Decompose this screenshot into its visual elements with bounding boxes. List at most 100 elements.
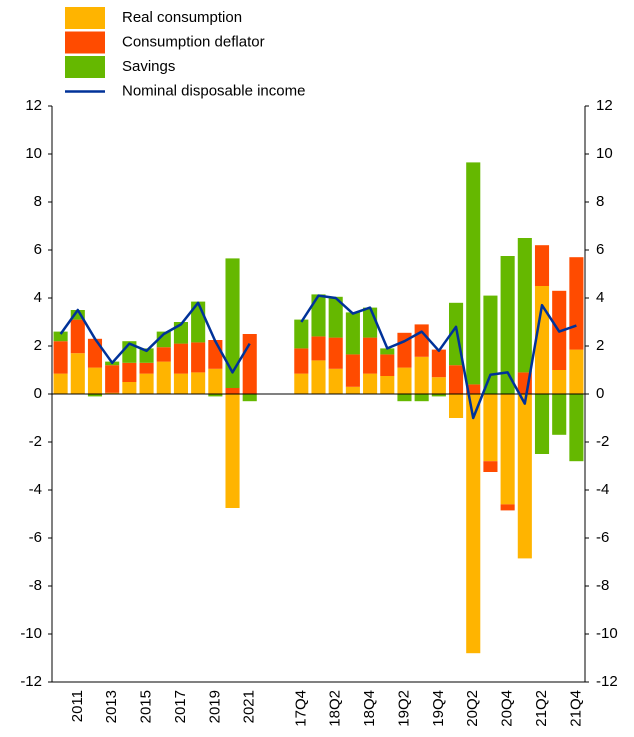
y2-tick-label: 10 — [596, 145, 613, 162]
y2-tick-label: -6 — [596, 529, 609, 546]
bar — [311, 336, 326, 361]
bar — [517, 238, 532, 373]
bar — [208, 368, 223, 394]
bar — [345, 312, 360, 355]
bar — [500, 504, 515, 511]
legend-swatch — [65, 56, 105, 78]
bar — [311, 360, 326, 394]
y2-tick-label: -8 — [596, 577, 609, 594]
bar — [431, 377, 446, 394]
y-tick-label: 10 — [25, 145, 42, 162]
bar — [294, 319, 309, 349]
bar — [466, 162, 481, 385]
bar — [466, 394, 481, 654]
bar — [294, 348, 309, 374]
bar — [500, 256, 515, 394]
x-tick-label: 2015 — [138, 690, 155, 723]
bar — [53, 331, 68, 342]
bar — [517, 394, 532, 559]
bar — [397, 367, 412, 394]
y-tick-label: 12 — [25, 97, 42, 114]
y2-tick-label: 6 — [596, 241, 604, 258]
bar — [242, 394, 257, 402]
bar — [466, 384, 481, 394]
bar — [87, 394, 103, 397]
x-tick-label: 2013 — [103, 690, 120, 723]
bar — [156, 331, 171, 348]
bar — [328, 296, 343, 338]
bar — [345, 354, 360, 387]
legend-label: Nominal disposable income — [122, 82, 305, 99]
x-tick-label: 20Q4 — [499, 690, 516, 727]
bar — [87, 367, 103, 394]
bar — [208, 340, 223, 369]
legend-swatch — [65, 31, 105, 54]
legend-swatch — [65, 7, 105, 29]
bar — [139, 348, 154, 363]
bar — [70, 319, 85, 354]
bar — [552, 394, 567, 435]
bar — [70, 310, 85, 320]
bar — [380, 354, 395, 376]
bar — [534, 394, 550, 454]
x-tick-label: 21Q4 — [567, 690, 584, 727]
bar — [191, 372, 206, 394]
bar — [483, 394, 498, 462]
legend-label: Real consumption — [122, 9, 242, 26]
bar — [328, 337, 343, 369]
bar — [483, 461, 498, 472]
y2-tick-label: -12 — [596, 673, 618, 690]
bar — [53, 341, 68, 374]
bar — [311, 294, 326, 337]
bar — [53, 373, 68, 394]
y-tick-label: 4 — [34, 289, 42, 306]
y2-tick-label: 12 — [596, 97, 613, 114]
y-tick-label: -12 — [20, 673, 42, 690]
bar — [500, 394, 515, 505]
bar — [122, 382, 137, 394]
bar — [483, 295, 498, 394]
bar — [397, 394, 412, 402]
x-tick-label: 19Q4 — [430, 690, 447, 727]
bar — [363, 337, 378, 374]
x-tick-label: 2021 — [241, 690, 258, 723]
bar — [139, 362, 154, 374]
x-tick-label: 20Q2 — [464, 690, 481, 727]
bar — [191, 342, 206, 373]
bar — [380, 376, 395, 394]
bar — [414, 394, 429, 402]
bar — [225, 258, 240, 388]
bar — [534, 245, 550, 286]
bar — [225, 394, 240, 508]
bar — [122, 362, 137, 382]
bar — [569, 257, 584, 350]
bar — [173, 343, 189, 374]
bar — [414, 324, 429, 357]
bar — [139, 373, 154, 394]
bar — [380, 348, 395, 355]
legend-label: Savings — [122, 58, 175, 75]
y2-tick-label: 0 — [596, 385, 604, 402]
x-tick-label: 2017 — [172, 690, 189, 723]
y-tick-label: -6 — [29, 529, 42, 546]
y-tick-label: 8 — [34, 193, 42, 210]
bar — [105, 365, 120, 393]
x-tick-label: 19Q2 — [395, 690, 412, 727]
y2-tick-label: -4 — [596, 481, 609, 498]
x-tick-label: 17Q4 — [292, 690, 309, 727]
bar — [431, 394, 446, 397]
y2-tick-label: 8 — [596, 193, 604, 210]
bar — [569, 349, 584, 394]
bar — [208, 394, 223, 397]
bar — [345, 386, 360, 394]
y-tick-label: -10 — [20, 625, 42, 642]
bar — [448, 394, 464, 418]
line — [59, 294, 577, 420]
bar — [242, 334, 257, 394]
bar — [225, 388, 240, 394]
bar — [328, 368, 343, 394]
bar — [105, 392, 120, 394]
x-tick-label: 21Q2 — [533, 690, 550, 727]
y-tick-label: 0 — [34, 385, 42, 402]
bar — [70, 353, 85, 394]
